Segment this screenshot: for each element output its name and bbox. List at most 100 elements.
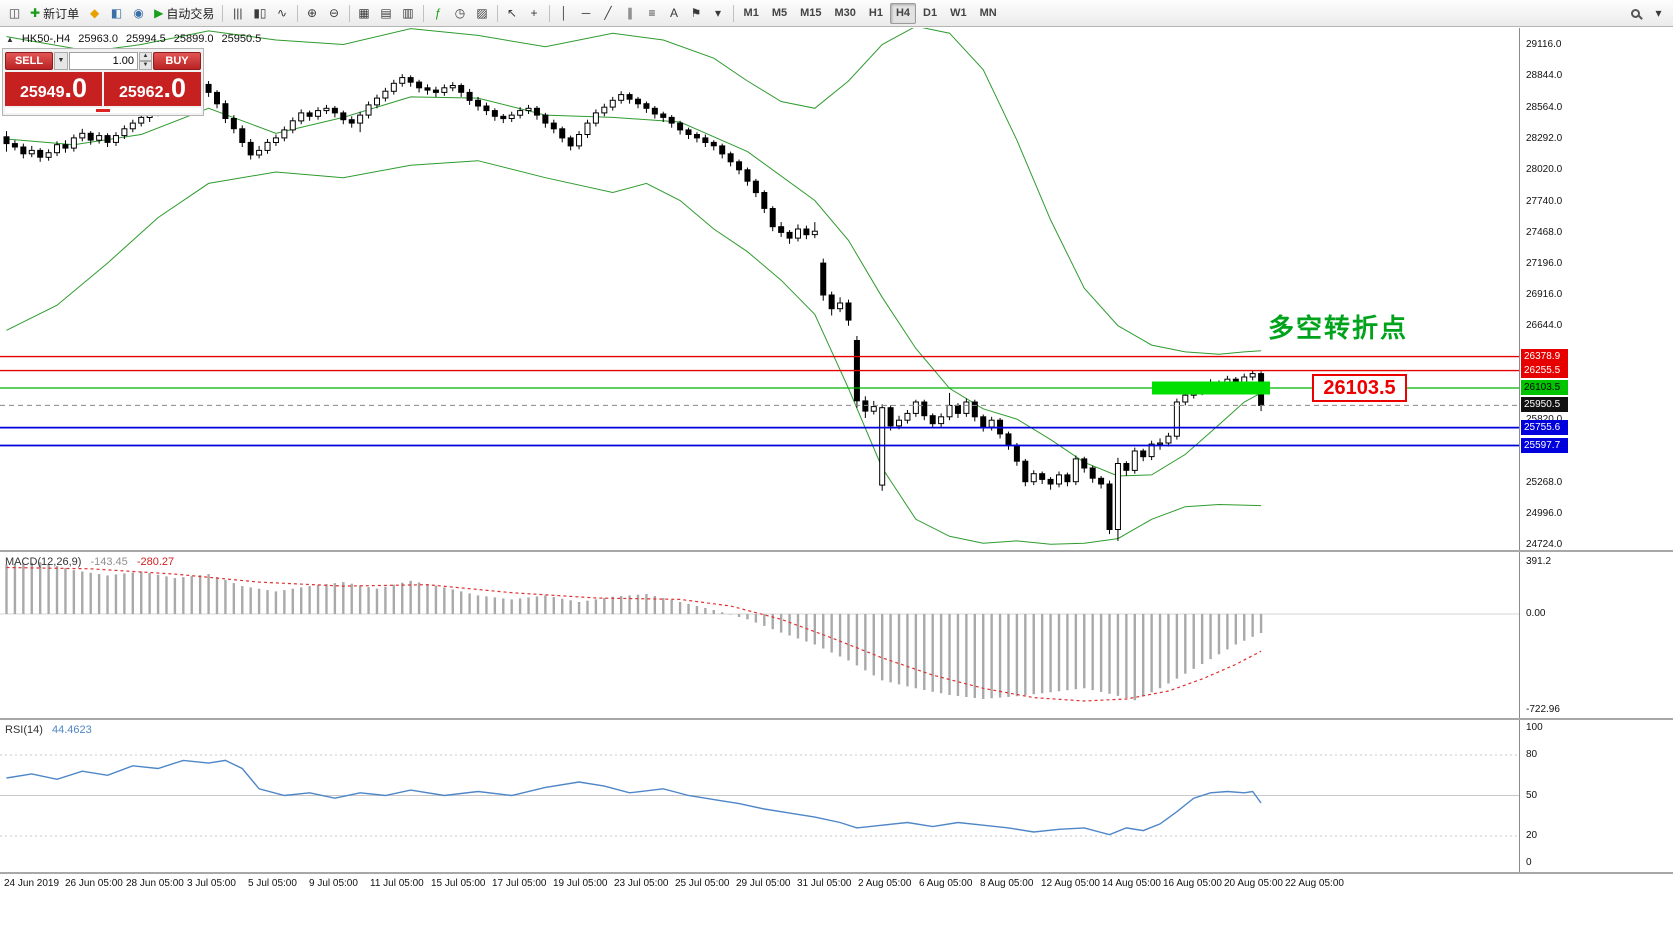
text-button[interactable]: A xyxy=(664,3,685,24)
profiles-button[interactable]: ◧ xyxy=(106,3,127,24)
rsi-indicator-header: RSI(14) 44.4623 xyxy=(5,724,92,736)
volume-dropdown-button[interactable]: ▼ xyxy=(54,51,68,70)
macd-rsi-splitter[interactable] xyxy=(0,718,1673,720)
volume-increase-button[interactable]: ▲ xyxy=(139,51,152,61)
market-watch-icon: ◉ xyxy=(133,6,144,20)
align-charts-button[interactable]: ▥ xyxy=(398,3,419,24)
time-axis-label: 6 Aug 05:00 xyxy=(919,878,973,889)
zoom-in-button[interactable]: ⊕ xyxy=(302,3,323,24)
toolbar-divider xyxy=(422,4,424,22)
macd-indicator-chart[interactable] xyxy=(0,552,1519,718)
turning-point-annotation[interactable]: 多空转折点 xyxy=(1268,313,1409,343)
volume-input[interactable] xyxy=(69,51,138,70)
timeframe-h1-button[interactable]: H1 xyxy=(868,7,883,19)
vertical-line-button[interactable]: │ xyxy=(554,3,575,24)
symbol-period-title: HK50-,H4 xyxy=(21,33,71,45)
time-axis-label: 5 Jul 05:00 xyxy=(248,878,297,889)
quick-nav-button[interactable]: ▾ xyxy=(1655,6,1662,20)
timeframe-m1-button[interactable]: M1 xyxy=(743,7,759,19)
timeframe-h4-button[interactable]: H4 xyxy=(889,2,917,24)
cursor-button[interactable]: ↖ xyxy=(502,3,523,24)
macd-signal-line xyxy=(6,566,1262,702)
zoom-out-button[interactable]: ⊖ xyxy=(324,3,345,24)
market-watch-button[interactable]: ◉ xyxy=(128,3,149,24)
price-callout-box[interactable]: 26103.5 xyxy=(1312,374,1407,402)
price-axis-label: 27468.0 xyxy=(1526,227,1563,238)
tile-windows-button[interactable]: ▦ xyxy=(354,3,375,24)
new-chart-button[interactable]: ◫ xyxy=(4,3,25,24)
candlestick-chart-icon: ▮▯ xyxy=(253,6,267,20)
price-axis-label: 28020.0 xyxy=(1526,164,1563,175)
templates-icon: ▨ xyxy=(476,6,488,20)
vertical-line-icon: │ xyxy=(560,6,568,20)
timeframe-m30-button[interactable]: M30 xyxy=(834,7,856,19)
bollinger-middle-band xyxy=(6,96,1262,477)
new-order-button[interactable]: ✚ 新订单 xyxy=(26,3,83,24)
search-icon xyxy=(1631,8,1640,18)
autotrading-button[interactable]: ▶ 自动交易 xyxy=(150,3,218,24)
indicators-button[interactable]: ƒ xyxy=(428,3,449,24)
templates-button[interactable]: ▨ xyxy=(472,3,493,24)
buy-price-pips: .0 xyxy=(163,73,187,103)
time-axis-label: 11 Jul 05:00 xyxy=(370,878,424,889)
auto-arrange-button[interactable]: ▤ xyxy=(376,3,397,24)
rsi-timeaxis-splitter[interactable] xyxy=(0,872,1673,874)
bar-chart-icon: ||| xyxy=(233,6,243,20)
shapes-dropdown-button[interactable]: ▾ xyxy=(708,3,729,24)
macd-signal-value: -280.27 xyxy=(136,556,175,568)
highlight-range-box[interactable] xyxy=(1152,381,1270,395)
periods-button[interactable]: ◷ xyxy=(450,3,471,24)
time-axis-label: 8 Aug 05:00 xyxy=(980,878,1034,889)
rsi-axis-label: 0 xyxy=(1526,857,1532,868)
channel-button[interactable]: ∥ xyxy=(620,3,641,24)
sell-price-display[interactable]: 25949.0 xyxy=(5,72,102,106)
timeframe-m5-button[interactable]: M5 xyxy=(771,7,788,19)
timeframe-m15-button[interactable]: M15 xyxy=(800,7,822,19)
time-axis-label: 20 Aug 05:00 xyxy=(1224,878,1283,889)
buy-button[interactable]: BUY xyxy=(153,51,201,70)
timeframe-w1-button[interactable]: W1 xyxy=(950,7,967,19)
price-axis[interactable]: 29116.0 28844.0 28564.0 28292.0 28020.0 27740… xyxy=(1519,28,1673,874)
timeframe-d1-button[interactable]: D1 xyxy=(923,7,938,19)
bollinger-bands xyxy=(6,28,1262,545)
periods-icon: ◷ xyxy=(454,6,466,20)
one-click-trading-panel: SELL ▼ ▲ ▼ BUY 25949.0 25962.0 xyxy=(2,48,204,116)
trendline-button[interactable]: ╱ xyxy=(598,3,619,24)
candlestick-chart-button[interactable]: ▮▯ xyxy=(249,3,270,24)
macd-axis-label: -722.96 xyxy=(1526,704,1560,715)
one-click-panel-toggle-icon[interactable]: ▲ xyxy=(6,34,14,44)
fibonacci-button[interactable]: ≡ xyxy=(642,3,663,24)
sell-button[interactable]: SELL xyxy=(5,51,53,70)
new-order-icon: ✚ xyxy=(30,6,41,20)
time-axis[interactable]: 24 Jun 2019 26 Jun 05:00 28 Jun 05:00 3 Jul… xyxy=(0,874,1519,950)
price-level-badge: 26255.5 xyxy=(1521,363,1568,378)
arrows-button[interactable]: ⚑ xyxy=(686,3,707,24)
favorites-button[interactable]: ◆ xyxy=(84,3,105,24)
crosshair-icon: + xyxy=(530,6,538,20)
timeframe-mn-button[interactable]: MN xyxy=(979,7,997,19)
horizontal-level-lines[interactable] xyxy=(0,355,1519,447)
sell-price-pips: .0 xyxy=(64,73,88,103)
shapes-dropdown-icon: ▾ xyxy=(715,6,722,20)
buy-price-display[interactable]: 25962.0 xyxy=(104,72,201,106)
price-level-badge: 25755.6 xyxy=(1521,420,1568,435)
search-button[interactable] xyxy=(1625,3,1646,24)
rsi-axis-label: 100 xyxy=(1526,722,1543,733)
bar-chart-button[interactable]: ||| xyxy=(227,3,248,24)
rsi-indicator-chart[interactable] xyxy=(0,720,1519,872)
line-chart-button[interactable]: ∿ xyxy=(272,3,293,24)
macd-axis-label: 391.2 xyxy=(1526,556,1552,567)
time-axis-label: 9 Jul 05:00 xyxy=(309,878,358,889)
line-chart-icon: ∿ xyxy=(277,6,288,20)
time-axis-label: 17 Jul 05:00 xyxy=(492,878,547,889)
time-axis-label: 29 Jul 05:00 xyxy=(736,878,791,889)
volume-decrease-button[interactable]: ▼ xyxy=(139,60,152,70)
main-toolbar: ◫ ✚ 新订单 ◆ ◧ ◉ ▶ 自动交易 ||| ▮▯ ∿ ⊕ ⊖ ▦ ▤ ▥ ƒ ◷ ▨ ↖ + │ ─ ╱ ∥ ≡ A ⚑ ▾ M1 M… xyxy=(0,0,1673,27)
crosshair-button[interactable]: + xyxy=(524,3,545,24)
rsi-line xyxy=(6,759,1262,836)
horizontal-line-button[interactable]: ─ xyxy=(576,3,597,24)
chart-macd-splitter[interactable] xyxy=(0,550,1673,552)
candlestick-chart[interactable] xyxy=(0,28,1519,550)
toolbar-divider xyxy=(732,4,734,22)
